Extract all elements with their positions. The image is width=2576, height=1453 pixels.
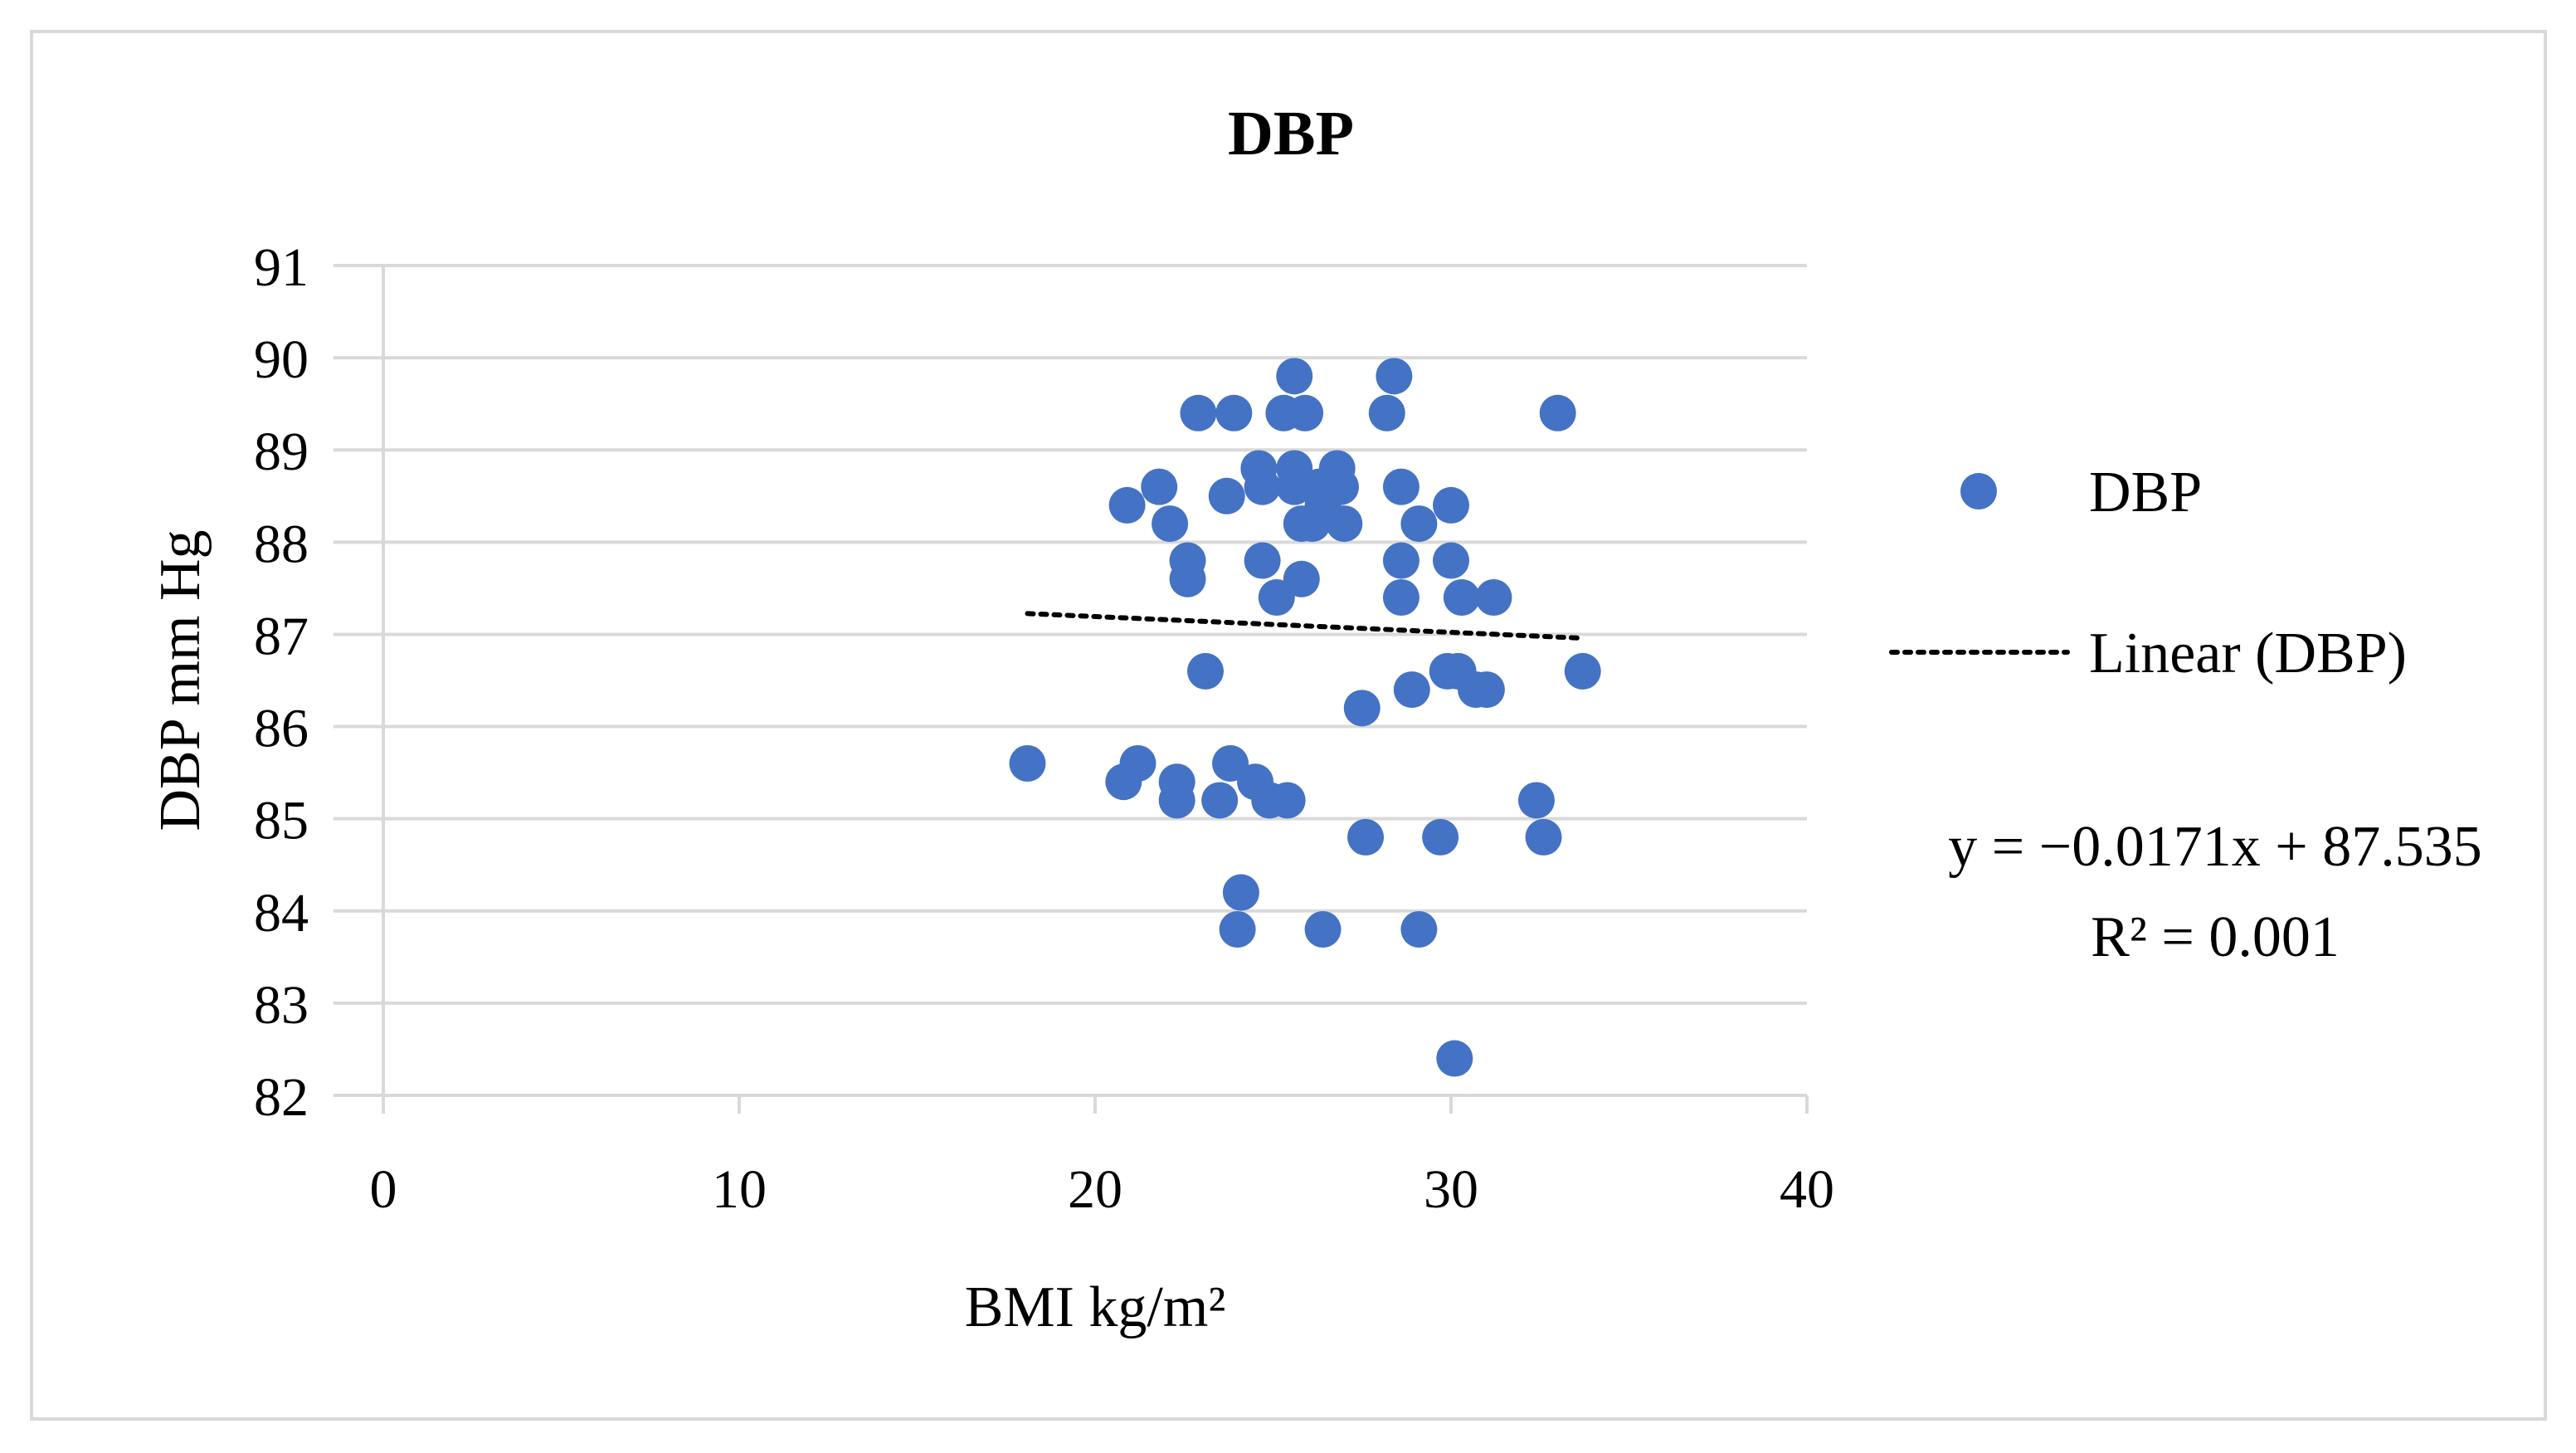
x-tick-label-20: 20 <box>1068 1159 1122 1220</box>
data-point <box>1215 394 1253 432</box>
trendline-r2: R² = 0.001 <box>2091 905 2340 969</box>
data-point <box>1400 911 1438 948</box>
x-axis-title: BMI kg/m² <box>965 1275 1226 1339</box>
data-point <box>1382 542 1419 579</box>
x-tick-label-0: 0 <box>370 1159 397 1220</box>
data-point <box>1287 394 1324 432</box>
data-point <box>1258 579 1295 616</box>
x-tick-label-10: 10 <box>712 1159 767 1220</box>
data-point <box>1368 394 1405 432</box>
data-point <box>1475 579 1512 616</box>
data-points <box>1009 358 1601 1077</box>
data-point <box>1376 358 1413 395</box>
data-point <box>1347 818 1385 856</box>
y-tick-labels: 82 83 84 85 86 87 88 89 90 91 <box>254 237 309 1128</box>
y-tick-label-82: 82 <box>254 1067 309 1128</box>
data-point <box>1152 505 1189 543</box>
y-tick-label-84: 84 <box>254 883 309 943</box>
x-tick-label-40: 40 <box>1780 1159 1834 1220</box>
gridlines <box>334 264 1807 1097</box>
y-tick-label-83: 83 <box>254 975 309 1036</box>
data-point <box>1212 745 1249 782</box>
y-tick-label-87: 87 <box>254 606 309 666</box>
data-point <box>1400 505 1438 543</box>
data-point <box>1219 911 1256 948</box>
data-point <box>1443 579 1480 616</box>
x-tick-labels: 0 10 20 30 40 <box>370 1159 1835 1220</box>
y-tick-label-85: 85 <box>254 791 309 851</box>
trendline-equation: y = −0.0171x + 87.535 <box>1948 815 2481 879</box>
y-axis-title: DBP mm Hg <box>149 529 212 831</box>
data-point <box>1382 468 1419 505</box>
data-point <box>1393 671 1430 709</box>
data-point <box>1108 486 1146 524</box>
y-tick-label-89: 89 <box>254 422 309 482</box>
data-point <box>1343 690 1381 727</box>
data-point <box>1208 477 1245 514</box>
data-point <box>1158 782 1195 819</box>
data-point <box>1382 579 1419 616</box>
data-point <box>1433 486 1469 524</box>
data-point <box>1169 560 1206 597</box>
data-point <box>1293 505 1331 543</box>
data-point <box>1468 671 1505 709</box>
data-point <box>1009 745 1046 782</box>
data-point <box>1301 468 1338 505</box>
data-point <box>1525 818 1562 856</box>
data-point <box>1326 505 1363 543</box>
legend-label-trendline: Linear (DBP) <box>2089 622 2407 685</box>
data-point <box>1539 394 1576 432</box>
data-point <box>1517 782 1555 819</box>
legend-marker-dbp <box>1960 473 1997 510</box>
data-point <box>1201 782 1239 819</box>
y-tick-label-90: 90 <box>254 329 309 390</box>
data-point <box>1180 394 1217 432</box>
chart-title: DBP <box>1228 99 1354 168</box>
y-tick-label-91: 91 <box>254 237 309 298</box>
data-point <box>1276 358 1313 395</box>
data-point <box>1240 450 1278 487</box>
data-point <box>1186 652 1224 690</box>
trendline <box>1025 611 1585 641</box>
data-point <box>1564 652 1601 690</box>
x-tick-label-30: 30 <box>1424 1159 1478 1220</box>
data-point <box>1222 874 1259 911</box>
axes <box>367 266 1809 1114</box>
y-tick-label-86: 86 <box>254 699 309 759</box>
data-point <box>1119 745 1157 782</box>
data-point <box>1422 818 1459 856</box>
data-point <box>1304 911 1342 948</box>
y-tick-label-88: 88 <box>254 514 309 574</box>
data-point <box>1269 782 1306 819</box>
data-point <box>1436 1040 1473 1077</box>
data-point <box>1244 542 1281 579</box>
data-point <box>1141 468 1178 505</box>
data-point <box>1283 560 1320 597</box>
data-point <box>1433 542 1469 579</box>
legend-label-dbp: DBP <box>2089 461 2202 524</box>
